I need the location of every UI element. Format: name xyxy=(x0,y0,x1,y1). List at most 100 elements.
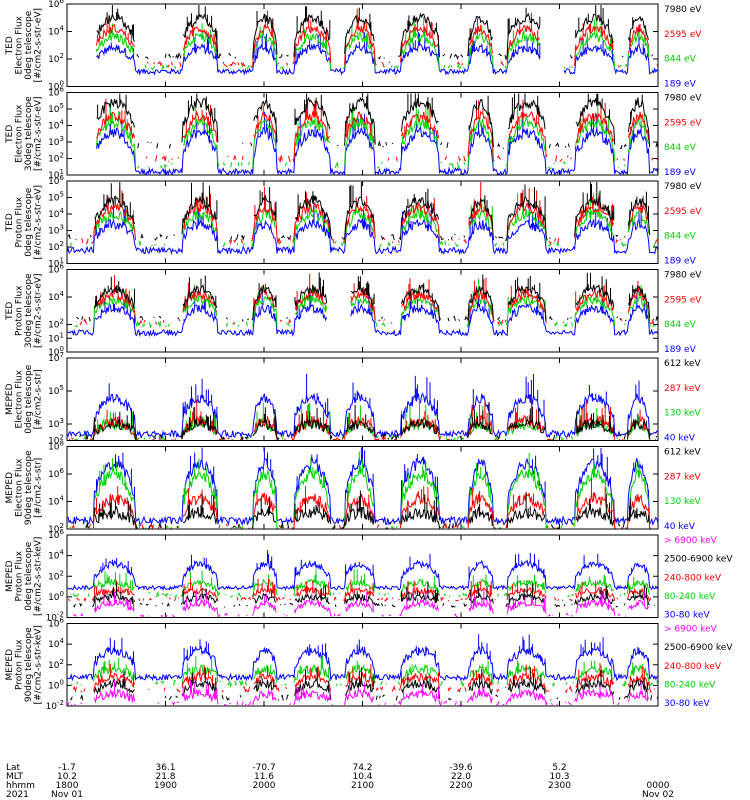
legend-entry: 40 keV xyxy=(664,434,696,444)
y-tick-label: 103 xyxy=(48,417,64,430)
series-2595-ev xyxy=(96,8,658,68)
legend-entry: 30-80 keV xyxy=(664,611,710,621)
legend-entry: 130 keV xyxy=(664,497,701,507)
series-7980-ev xyxy=(96,93,658,150)
y-tick-label: 103 xyxy=(48,135,64,148)
footer-lat-value: 36.1 xyxy=(155,763,175,773)
legend-entry: 189 eV xyxy=(664,80,697,90)
y-axis-label: 0deg telescope xyxy=(24,187,34,257)
y-tick-label: 102 xyxy=(48,152,64,165)
footer-hhmm-value: 2100 xyxy=(351,781,374,791)
y-tick-label: 104 xyxy=(48,290,64,303)
y-tick-label: 102 xyxy=(48,569,64,582)
legend-entry: 189 eV xyxy=(664,257,697,267)
y-axis-label: MEPED xyxy=(5,649,15,681)
footer-hhmm-value: 2200 xyxy=(450,781,473,791)
legend-entry: 7980 eV xyxy=(664,5,702,15)
footer-lat-value: -70.7 xyxy=(252,763,275,773)
y-tick-label: 105 xyxy=(48,102,64,115)
footer-row-label: Lat xyxy=(6,763,21,773)
series-traces xyxy=(67,447,658,529)
series-844-ev xyxy=(70,193,658,247)
footer-mlt-value: 21.8 xyxy=(155,772,175,782)
series-40-kev xyxy=(67,447,658,527)
legend-entry: 287 keV xyxy=(664,384,701,394)
y-tick-label: 105 xyxy=(48,191,64,204)
y-tick-label: 106 xyxy=(48,467,64,480)
y-tick-label: 101 xyxy=(48,331,64,344)
y-axis-label: Proton Flux xyxy=(15,550,25,601)
panel-frame xyxy=(66,623,659,707)
legend-entry: > 6900 keV xyxy=(664,536,718,546)
y-tick-label: 104 xyxy=(48,549,64,562)
legend-entry: 130 keV xyxy=(664,409,701,419)
series-7980-ev xyxy=(76,272,658,322)
footer-mlt-value: 10.2 xyxy=(57,772,77,782)
y-axis-label: TED xyxy=(5,213,15,232)
legend-entry: 2500-6900 keV xyxy=(664,643,733,653)
legend-entry: 7980 eV xyxy=(664,94,702,104)
footer-row-label: MLT xyxy=(6,772,24,782)
y-axis-label: [#/cm2-s-str] xyxy=(34,369,44,429)
y-tick-label: 102 xyxy=(48,240,64,253)
y-axis-label: MEPED xyxy=(5,383,15,415)
legend-entry: 7980 eV xyxy=(664,182,702,192)
series-2595-ev xyxy=(75,182,658,245)
y-axis-label: [#/cm2-s-str] xyxy=(34,458,44,518)
series-traces xyxy=(67,272,658,338)
series-7980-ev xyxy=(96,5,654,61)
footer-hhmm-value: 1800 xyxy=(56,781,79,791)
y-axis-label: TED xyxy=(5,36,15,55)
series-844-ev xyxy=(97,17,657,70)
y-axis-label: [#/cm2-s-str-keV] xyxy=(34,537,44,616)
y-axis-label: Electron Flux xyxy=(15,15,25,74)
footer-mlt-value: 22.0 xyxy=(451,772,471,782)
legend-entry: 844 eV xyxy=(664,320,697,330)
legend-entry: 287 keV xyxy=(664,472,701,482)
y-tick-label: 102 xyxy=(48,658,64,671)
legend-entry: 2595 eV xyxy=(664,295,702,305)
footer-lat-value: 5.2 xyxy=(552,763,566,773)
series-612-kev xyxy=(83,491,656,528)
series-80-240-kev xyxy=(70,655,658,688)
y-axis-label: Proton Flux xyxy=(15,196,25,247)
y-axis-label: MEPED xyxy=(5,472,15,504)
y-tick-label: 104 xyxy=(48,207,64,220)
y-axis-label: [#/cm2-s-str-eV] xyxy=(34,96,44,171)
footer-date-value: Nov 01 xyxy=(51,790,83,800)
legend-entry: 189 eV xyxy=(664,345,697,355)
legend-entry: 612 keV xyxy=(664,359,701,369)
y-tick-label: 10-2 xyxy=(46,699,64,712)
y-axis-label: Electron Flux xyxy=(15,458,25,517)
y-tick-label: 100 xyxy=(48,590,64,603)
series-40-kev xyxy=(67,373,658,439)
y-tick-label: 102 xyxy=(48,52,64,65)
y-axis-label: 90deg telescope xyxy=(24,627,34,702)
y-tick-label: 103 xyxy=(48,224,64,237)
footer-lat-value: -39.6 xyxy=(449,763,473,773)
series-2595-ev xyxy=(96,98,658,164)
series--6900-kev xyxy=(73,588,657,617)
series-30-80-kev xyxy=(67,634,658,682)
legend-entry: 2595 eV xyxy=(664,30,702,40)
footer-mlt-value: 11.6 xyxy=(254,772,274,782)
legend-entry: 2500-6900 keV xyxy=(664,555,733,565)
footer-lat-value: -1.7 xyxy=(58,763,76,773)
legend-entry: > 6900 keV xyxy=(664,625,718,635)
y-axis-label: 90deg telescope xyxy=(24,450,34,525)
series-2500-6900-kev xyxy=(70,667,658,701)
series-80-240-kev xyxy=(70,569,658,598)
series-traces xyxy=(96,93,658,175)
footer-mlt-value: 10.3 xyxy=(549,772,569,782)
series-189-ev xyxy=(67,291,658,338)
y-tick-label: 104 xyxy=(48,637,64,650)
